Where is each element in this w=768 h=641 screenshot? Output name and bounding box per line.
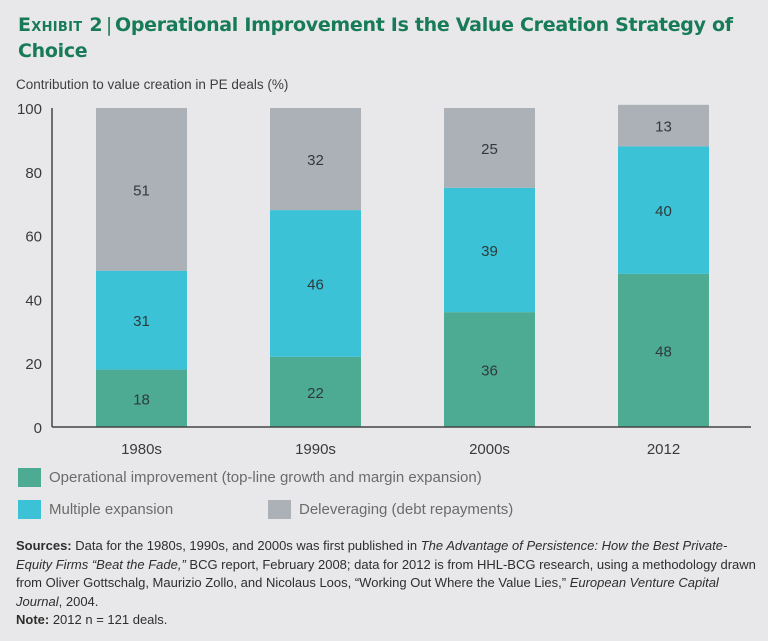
bar-segment-operational [270, 356, 361, 427]
sources-label: Sources: [16, 538, 72, 553]
exhibit-label: Exhibit 2 [18, 14, 103, 36]
data-label-deleveraging: 25 [481, 141, 498, 158]
sources-journal-title: European Venture Capital Journal [16, 575, 719, 609]
chart-title: Exhibit 2 | Operational Improvement Is the… [18, 12, 758, 64]
bar-segment-operational [96, 369, 187, 427]
sources-text: BCG report, February 2008; data for 2012… [16, 556, 756, 591]
title-text: Operational Improvement Is the Value Cre… [18, 14, 733, 62]
data-label-operational: 48 [655, 343, 672, 360]
legend-swatch-multiple [18, 500, 41, 519]
y-axis-title: Contribution to value creation in PE dea… [16, 77, 289, 92]
legend-label-deleveraging: Deleveraging (debt repayments) [299, 501, 514, 518]
data-label-deleveraging: 32 [307, 152, 324, 169]
data-label-operational: 22 [307, 385, 324, 402]
note-label: Note: [16, 612, 50, 627]
data-label-deleveraging: 13 [655, 119, 672, 136]
y-tick-label: 80 [25, 165, 42, 182]
y-tick-label: 20 [25, 356, 42, 373]
bar-segment-deleveraging [618, 104, 709, 147]
data-label-multiple: 31 [133, 313, 150, 330]
x-tick-label: 2012 [647, 441, 680, 458]
note-paragraph: Note: 2012 n = 121 deals. [16, 611, 756, 630]
stacked-bar-chart: 0 20 40 60 80 100 18 31 51 22 46 32 36 39 25 48 40 13 19… [17, 101, 751, 458]
legend-item-multiple: Multiple expansion [18, 500, 173, 519]
data-label-operational: 36 [481, 363, 498, 380]
source-notes: Sources: Data for the 1980s, 1990s, and … [16, 537, 756, 630]
legend-item-deleveraging: Deleveraging (debt repayments) [268, 500, 513, 519]
sources-text: , 2004. [58, 593, 99, 609]
title-separator: | [105, 14, 112, 36]
x-tick-label: 1980s [121, 441, 162, 458]
bar-segment-operational [618, 273, 709, 427]
x-tick-label: 1990s [295, 441, 336, 458]
legend-label-operational: Operational improvement (top-line growth… [49, 469, 482, 486]
legend-swatch-deleveraging [268, 500, 291, 519]
data-label-operational: 18 [133, 391, 150, 408]
x-tick-label: 2000s [469, 441, 510, 458]
bar-segment-multiple [96, 270, 187, 370]
y-tick-label: 40 [25, 292, 42, 309]
y-axis-ticks: 0 20 40 60 80 100 [17, 101, 42, 437]
bar-segment-deleveraging [444, 108, 535, 188]
bar-segment-multiple [444, 187, 535, 313]
note-text: 2012 n = 121 deals. [49, 612, 168, 627]
bar-segment-multiple [618, 146, 709, 274]
bar-segment-operational [444, 312, 535, 427]
sources-report-title: The Advantage of Persistence: How the Be… [16, 538, 728, 572]
data-label-multiple: 39 [481, 243, 498, 260]
legend-item-operational: Operational improvement (top-line growth… [18, 468, 482, 487]
x-axis-ticks: 1980s 1990s 2000s 2012 [121, 441, 680, 458]
data-label-multiple: 40 [655, 203, 672, 220]
legend-label-multiple: Multiple expansion [49, 501, 174, 518]
data-label-multiple: 46 [307, 276, 324, 293]
bar-segment-multiple [270, 210, 361, 357]
sources-paragraph: Sources: Data for the 1980s, 1990s, and … [16, 537, 756, 611]
y-tick-label: 60 [25, 229, 42, 246]
data-labels: 18 31 51 22 46 32 36 39 25 48 40 13 [133, 119, 672, 409]
y-tick-label: 100 [17, 101, 42, 118]
bars [96, 104, 709, 427]
bar-segment-deleveraging [96, 108, 187, 271]
sources-text: Data for the 1980s, 1990s, and 2000s was… [71, 538, 421, 553]
y-tick-label: 0 [34, 420, 42, 437]
legend-swatch-operational [18, 468, 41, 487]
bar-segment-deleveraging [270, 108, 361, 211]
data-label-deleveraging: 51 [133, 182, 150, 199]
